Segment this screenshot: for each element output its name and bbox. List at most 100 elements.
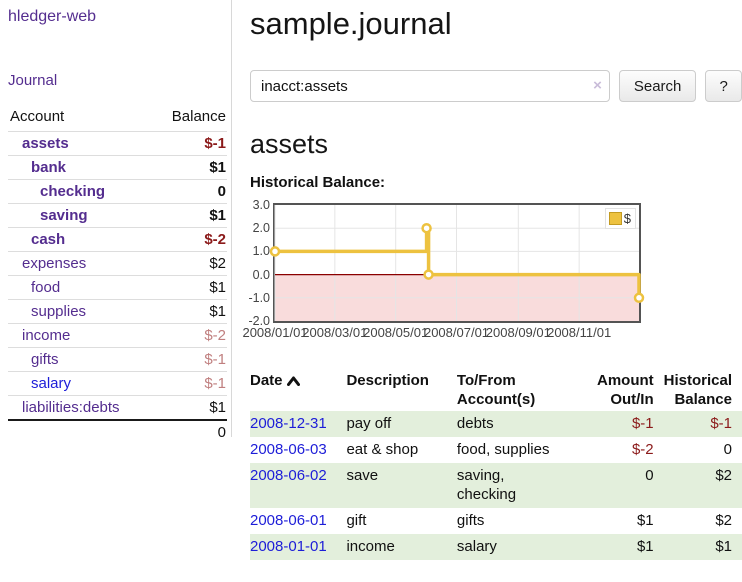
register-cell-historical: $1 bbox=[715, 538, 732, 555]
account-heading: assets bbox=[250, 129, 329, 159]
sort-ascending-icon bbox=[286, 376, 300, 386]
chart-plot-area: $ bbox=[269, 203, 645, 323]
register-cell-amount: $1 bbox=[636, 538, 654, 555]
account-balance: $1 bbox=[152, 395, 227, 420]
help-button[interactable]: ? bbox=[705, 70, 742, 102]
register-row: 2008-06-03 eat & shop food, supplies $-2 0 bbox=[250, 437, 742, 463]
account-row: liabilities:debts $1 bbox=[8, 395, 227, 420]
account-link-checking[interactable]: checking bbox=[40, 183, 106, 200]
sidebar: hledger-web Journal Account Balance asse… bbox=[0, 0, 232, 444]
accounts-table-header: Account Balance bbox=[8, 106, 227, 132]
account-balance: 0 bbox=[152, 179, 227, 204]
x-axis-tick-label: 2008/11/01 bbox=[547, 325, 612, 340]
account-row: food $1 bbox=[8, 275, 227, 300]
chart-legend: $ bbox=[604, 208, 636, 229]
y-axis-tick-label: -2.0 bbox=[248, 314, 270, 328]
account-link-liabilities-debts[interactable]: liabilities:debts bbox=[22, 399, 120, 416]
x-axis-tick-label: 2008/09/01 bbox=[485, 325, 551, 340]
search-input-wrap: × bbox=[250, 70, 610, 102]
register-cell-date: 2008-01-01 bbox=[250, 534, 346, 560]
register-row: 2008-12-31 pay off debts $-1 $-1 bbox=[250, 411, 742, 437]
account-row: assets $-1 bbox=[8, 131, 227, 156]
clear-search-icon[interactable]: × bbox=[593, 77, 602, 94]
account-row: cash $-2 bbox=[8, 227, 227, 252]
account-balance: $-1 bbox=[152, 371, 227, 396]
accounts-header-balance: Balance bbox=[171, 108, 226, 125]
account-link-saving[interactable]: saving bbox=[40, 207, 88, 224]
register-cell-amount: $1 bbox=[636, 512, 654, 529]
account-row: bank $1 bbox=[8, 155, 227, 180]
account-balance: $-1 bbox=[152, 131, 227, 156]
register-cell-amount: 0 bbox=[645, 467, 654, 484]
transaction-date-link[interactable]: 2008-06-01 bbox=[250, 512, 327, 529]
x-axis-tick-label: 2008/01/01 bbox=[242, 325, 308, 340]
register-cell-description: save bbox=[346, 467, 379, 484]
main-content: sample.journal × Search ? assets Histori… bbox=[242, 0, 742, 560]
register-cell-description: pay off bbox=[346, 415, 392, 432]
register-cell-tofrom: salary bbox=[456, 538, 497, 555]
register-cell-description: gift bbox=[346, 512, 367, 529]
register-cell-date: 2008-12-31 bbox=[250, 411, 346, 437]
register-header-amount: Amount Out/In bbox=[596, 372, 654, 408]
account-link-food[interactable]: food bbox=[31, 279, 61, 296]
register-header-historical: Historical Balance bbox=[663, 372, 732, 408]
account-link-supplies[interactable]: supplies bbox=[31, 303, 87, 320]
register-header-date[interactable]: Date bbox=[250, 369, 346, 411]
sidebar-item-journal[interactable]: Journal bbox=[8, 72, 58, 89]
account-row: income $-2 bbox=[8, 323, 227, 348]
transaction-date-link[interactable]: 2008-12-31 bbox=[250, 415, 327, 432]
account-row: gifts $-1 bbox=[8, 347, 227, 372]
account-balance: $-1 bbox=[152, 347, 227, 372]
account-balance: $1 bbox=[152, 299, 227, 324]
register-cell-description: income bbox=[346, 538, 395, 555]
register-cell-date: 2008-06-01 bbox=[250, 508, 346, 534]
account-row: expenses $2 bbox=[8, 251, 227, 276]
register-table-header: Date Description To/From Account(s) Amou… bbox=[250, 369, 742, 411]
register-header-tofrom: To/From Account(s) bbox=[456, 372, 536, 408]
register-cell-date: 2008-06-02 bbox=[250, 463, 346, 508]
account-link-expenses[interactable]: expenses bbox=[22, 255, 87, 272]
transaction-date-link[interactable]: 2008-01-01 bbox=[250, 538, 327, 555]
accounts-header-account: Account bbox=[10, 108, 65, 125]
register-cell-historical: $2 bbox=[715, 512, 732, 529]
account-link-income[interactable]: income bbox=[22, 327, 71, 344]
account-balance: $1 bbox=[152, 275, 227, 300]
account-row: supplies $1 bbox=[8, 299, 227, 324]
y-axis-tick-label: 2.0 bbox=[252, 221, 270, 236]
register-cell-description: eat & shop bbox=[346, 441, 419, 458]
account-row: salary $-1 bbox=[8, 371, 227, 396]
register-cell-historical: $2 bbox=[715, 467, 732, 484]
account-link-salary[interactable]: salary bbox=[31, 375, 72, 392]
account-row: saving $1 bbox=[8, 203, 227, 228]
account-link-cash[interactable]: cash bbox=[31, 231, 66, 248]
app-brand-link[interactable]: hledger-web bbox=[8, 8, 97, 25]
y-axis-tick-label: 1.0 bbox=[252, 244, 270, 259]
register-cell-tofrom: debts bbox=[456, 415, 494, 432]
account-link-gifts[interactable]: gifts bbox=[31, 351, 59, 368]
account-balance: $-2 bbox=[152, 323, 227, 348]
register-row: 2008-06-01 gift gifts $1 $2 bbox=[250, 508, 742, 534]
register-header-date-label: Date bbox=[250, 372, 283, 389]
search-bar: × Search ? bbox=[250, 70, 742, 102]
register-table: Date Description To/From Account(s) Amou… bbox=[250, 369, 742, 560]
account-balance: $-2 bbox=[152, 227, 227, 252]
historical-balance-chart: 3.0 2.0 1.0 0.0 -1.0 -2.0 $ 2008/01/01 2008/03… bbox=[242, 198, 670, 345]
register-cell-tofrom: saving, checking bbox=[456, 467, 517, 503]
transaction-date-link[interactable]: 2008-06-02 bbox=[250, 467, 327, 484]
y-axis-tick-label: -1.0 bbox=[248, 290, 270, 305]
transaction-date-link[interactable]: 2008-06-03 bbox=[250, 441, 327, 458]
register-cell-date: 2008-06-03 bbox=[250, 437, 346, 463]
accounts-total-balance: 0 bbox=[152, 419, 227, 444]
register-cell-amount: $-1 bbox=[631, 415, 654, 432]
accounts-total-row: 0 bbox=[8, 419, 227, 444]
search-button[interactable]: Search bbox=[618, 70, 697, 102]
account-link-bank[interactable]: bank bbox=[31, 159, 67, 176]
register-header-description: Description bbox=[346, 372, 429, 389]
account-link-assets[interactable]: assets bbox=[22, 135, 69, 152]
register-cell-amount: $-2 bbox=[631, 441, 654, 458]
account-balance: $2 bbox=[152, 251, 227, 276]
x-axis-tick-label: 2008/05/01 bbox=[363, 325, 429, 340]
register-row: 2008-06-02 save saving, checking 0 $2 bbox=[250, 463, 742, 508]
search-input[interactable] bbox=[250, 70, 610, 102]
legend-label: $ bbox=[623, 211, 631, 226]
